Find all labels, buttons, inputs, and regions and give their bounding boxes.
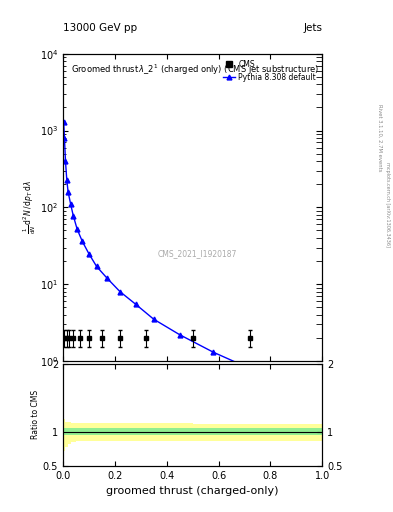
Text: CMS_2021_I1920187: CMS_2021_I1920187	[158, 249, 237, 258]
Y-axis label: $\frac{1}{\mathrm{d}N}\,\mathrm{d}^2N\,/\,\mathrm{d}p_T\,\mathrm{d}\lambda$: $\frac{1}{\mathrm{d}N}\,\mathrm{d}^2N\,/…	[22, 180, 38, 234]
Y-axis label: Ratio to CMS: Ratio to CMS	[31, 390, 40, 439]
X-axis label: groomed thrust (charged-only): groomed thrust (charged-only)	[107, 486, 279, 496]
Text: Jets: Jets	[303, 23, 322, 33]
Text: Groomed thrust$\,\lambda\_2^1$ (charged only) (CMS jet substructure): Groomed thrust$\,\lambda\_2^1$ (charged …	[71, 63, 319, 77]
Text: 13000 GeV pp: 13000 GeV pp	[63, 23, 137, 33]
Legend: CMS, Pythia 8.308 default: CMS, Pythia 8.308 default	[221, 57, 318, 84]
Text: mcplots.cern.ch [arXiv:1306.3436]: mcplots.cern.ch [arXiv:1306.3436]	[385, 162, 389, 247]
Text: Rivet 3.1.10, 2.7M events: Rivet 3.1.10, 2.7M events	[377, 104, 382, 172]
